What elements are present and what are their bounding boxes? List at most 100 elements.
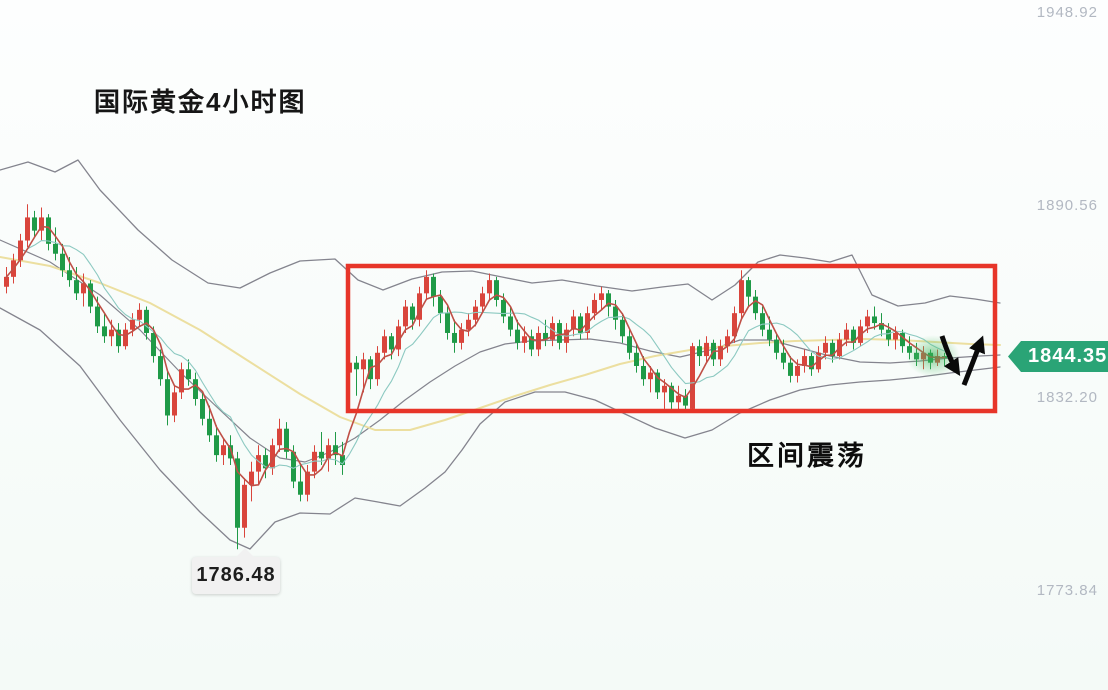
candle-body (557, 323, 562, 343)
candle-body (613, 306, 618, 320)
candle-body (284, 428, 289, 452)
candle-body (459, 329, 464, 343)
candle-body (767, 329, 772, 340)
candle-body (774, 339, 779, 353)
current-price-badge: 1844.35 (1008, 341, 1108, 372)
candle-body (46, 217, 51, 244)
slow-ma-line (0, 256, 1001, 431)
tooltip-pointer-icon (236, 548, 254, 557)
candle-body (109, 329, 114, 337)
candle-body (487, 280, 492, 294)
candle-body (718, 346, 723, 360)
candle-body (508, 316, 513, 330)
candle-body (88, 283, 93, 307)
candle-body (536, 332, 541, 350)
candle-body (788, 362, 793, 376)
candle-body (627, 336, 632, 353)
upper-band-line (0, 159, 1001, 307)
candle-body (32, 217, 37, 231)
candle-body (823, 342, 828, 353)
candle-body (333, 445, 338, 456)
candle-body (669, 385, 674, 403)
candle-body (137, 309, 142, 320)
candle-body (214, 435, 219, 456)
candle-body (186, 369, 191, 380)
candle-body (116, 329, 121, 347)
candle-body (151, 332, 156, 357)
candle-body (494, 280, 499, 300)
candle-body (683, 395, 688, 406)
chart-title: 国际黄金4小时图 (94, 87, 307, 117)
candle-body (501, 299, 506, 317)
candle-body (256, 455, 261, 472)
moving-averages (5, 225, 946, 487)
candle-body (760, 313, 765, 330)
candle-body (193, 379, 198, 399)
candle-body (172, 392, 177, 416)
candle-body (599, 293, 604, 300)
candle-body (396, 326, 401, 350)
y-axis-tick-label: 1890.56 (1036, 196, 1098, 214)
candle-body (795, 365, 800, 376)
candle-body (200, 398, 205, 419)
candle-body (732, 313, 737, 337)
candle-body (25, 217, 30, 241)
candle-body (473, 306, 478, 320)
candle-body (809, 356, 814, 370)
candle-body (529, 336, 534, 350)
candle-body (753, 296, 758, 314)
fast-ma-line (5, 225, 946, 487)
candle-body (445, 313, 450, 333)
candle-body (53, 243, 58, 254)
candle-body (648, 372, 653, 380)
annotation-layer (345, 263, 998, 414)
candle-body (354, 362, 359, 370)
candle-body (228, 445, 233, 459)
candle-body (886, 329, 891, 340)
candle-body (522, 336, 527, 343)
candle-body (550, 323, 555, 340)
lower-band-line (0, 307, 1001, 550)
candle-body (242, 484, 247, 528)
middle-band-line (0, 239, 1001, 463)
candle-body (382, 336, 387, 353)
candle-body (851, 329, 856, 343)
candle-body (543, 332, 548, 340)
candle-body (578, 316, 583, 333)
candle-body (802, 356, 807, 366)
candle-body (291, 451, 296, 482)
candle-body (144, 309, 149, 333)
candle-body (326, 445, 331, 459)
candles-layer (4, 204, 947, 550)
candle-body (123, 329, 128, 347)
arrow-annotation-down-right (939, 335, 961, 377)
candle-body (844, 329, 849, 340)
candle-body (725, 336, 730, 347)
candle-body (424, 276, 429, 294)
candle-body (249, 471, 254, 485)
candle-body (263, 455, 268, 469)
candle-body (417, 293, 422, 320)
candle-body (207, 418, 212, 436)
candle-body (312, 451, 317, 472)
candle-body (879, 323, 884, 330)
candle-body (403, 306, 408, 327)
candle-body (697, 346, 702, 357)
candle-body (431, 276, 436, 297)
candle-body (179, 369, 184, 393)
candle-body (690, 346, 695, 409)
bollinger-bands (0, 159, 1001, 550)
candle-body (277, 428, 282, 446)
candle-body (319, 451, 324, 459)
candle-body (655, 372, 660, 393)
candle-body (620, 319, 625, 337)
candle-body (872, 316, 877, 324)
candle-body (235, 458, 240, 528)
candle-body (900, 332, 905, 347)
candle-body (389, 336, 394, 350)
candle-body (634, 352, 639, 366)
candle-body (81, 283, 86, 294)
low-price-tooltip: 1786.48 (192, 548, 280, 594)
